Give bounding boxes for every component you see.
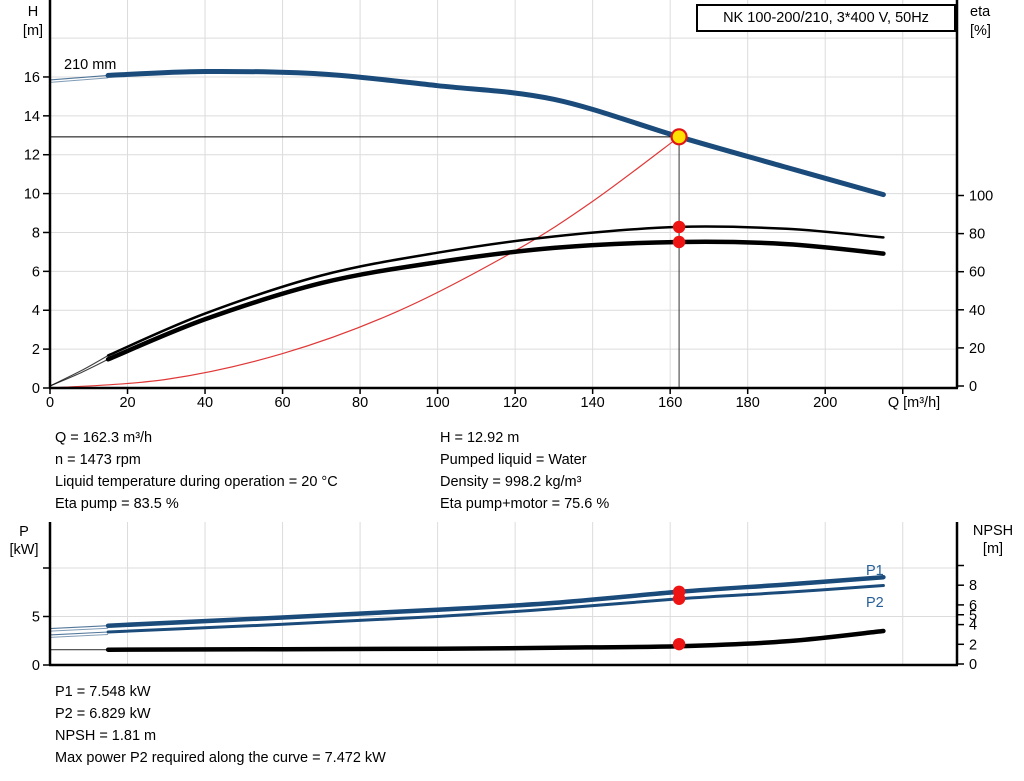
- axes: [48, 0, 959, 667]
- eta-pump-motor-curve: [105, 239, 886, 362]
- system-curve: [49, 136, 680, 389]
- flow-value: Q = 162.3 m³/h: [55, 430, 153, 446]
- eta-pump-value: Eta pump = 83.5 %: [55, 496, 179, 512]
- speed-value: n = 1473 rpm: [55, 452, 141, 468]
- h-tick-label: 10: [24, 187, 40, 203]
- h-tick-label: 4: [32, 303, 40, 319]
- head-curve-210mm-thin2: [49, 77, 109, 83]
- p-axis-label: P: [19, 524, 29, 540]
- h-tick-label: 16: [24, 70, 40, 86]
- h-axis-label: H: [28, 4, 38, 20]
- pump-title: NK 100-200/210, 3*400 V, 50Hz: [723, 10, 929, 26]
- h-tick-label: 14: [24, 109, 40, 125]
- max-power-value: Max power P2 required along the curve = …: [55, 750, 386, 766]
- p1-value: P1 = 7.548 kW: [55, 684, 151, 700]
- head-curve-210mm-thin: [49, 74, 109, 81]
- p2-value: P2 = 6.829 kW: [55, 706, 151, 722]
- q-tick-label: 0: [46, 395, 54, 411]
- npsh-value: NPSH = 1.81 m: [55, 728, 157, 744]
- eta-pump-motor-value: Eta pump+motor = 75.6 %: [440, 496, 610, 512]
- q-tick-label: 60: [274, 395, 290, 411]
- npsh-tick-label: 5: [969, 608, 977, 624]
- pump-title-box: NK 100-200/210, 3*400 V, 50Hz: [696, 4, 956, 32]
- q-tick-label: 80: [352, 395, 368, 411]
- h-tick-label: 12: [24, 148, 40, 164]
- q-tick-label: 140: [581, 395, 605, 411]
- h-tick-label: 0: [32, 381, 40, 397]
- gridlines: [50, 0, 957, 665]
- eta-pump-motor-curve-thin: [49, 358, 109, 387]
- h-tick-label: 8: [32, 225, 40, 241]
- liquid-temperature-value: Liquid temperature during operation = 20…: [55, 474, 338, 490]
- eta-tick-label: 80: [969, 227, 985, 243]
- q-tick-label: 180: [736, 395, 760, 411]
- head-value: H = 12.92 m: [440, 430, 520, 446]
- eta-pump-curve: [106, 225, 885, 357]
- q-tick-label: 120: [503, 395, 527, 411]
- h-tick-label: 2: [32, 342, 40, 358]
- p2-curve-thin: [49, 631, 109, 636]
- npsh-curve: [105, 628, 886, 652]
- npsh-axis-unit: [m]: [983, 541, 1003, 557]
- q-tick-label: 160: [658, 395, 682, 411]
- h-axis-unit: [m]: [23, 23, 43, 39]
- duty-point-marker[interactable]: [670, 128, 688, 146]
- p1-curve-thin: [49, 625, 109, 630]
- impeller-diameter-label: 210 mm: [64, 57, 116, 73]
- p-axis-unit: [kW]: [10, 542, 39, 558]
- p1-curve: [105, 574, 886, 628]
- hq-chart-curves: [49, 68, 886, 389]
- npsh-tick-label: 6: [969, 598, 977, 614]
- p-tick-label: 0: [32, 658, 40, 674]
- npsh-tick-label: 4: [969, 618, 977, 634]
- npsh-tick-label: 0: [969, 657, 977, 673]
- power-npsh-chart-curves: [49, 574, 886, 652]
- p2-curve-label: P2: [866, 595, 884, 611]
- head-curve-210mm: [105, 68, 886, 198]
- p-tick-label: 5: [32, 610, 40, 626]
- npsh-tick-label: 8: [969, 578, 977, 594]
- npsh-dot: [672, 637, 686, 651]
- p1-curve-thin2: [49, 627, 109, 632]
- axis-titles: H [m] eta [%] Q [m³/h] P [kW] NPSH [m] 210 mm P1 P2: [10, 4, 1014, 611]
- pumped-liquid-value: Pumped liquid = Water: [440, 452, 587, 468]
- eta-pump-curve-thin: [49, 355, 109, 387]
- p2-curve: [106, 584, 885, 634]
- p1-curve-label: P1: [866, 563, 884, 579]
- eta-axis-label: eta: [970, 4, 991, 20]
- duty-point-markers: [670, 128, 688, 651]
- h-tick-label: 6: [32, 264, 40, 280]
- eta-tick-label: 20: [969, 341, 985, 357]
- eta-tick-label: 100: [969, 189, 993, 205]
- q-tick-label: 100: [426, 395, 450, 411]
- eta-tick-label: 40: [969, 303, 985, 319]
- eta-axis-unit: [%]: [970, 23, 991, 39]
- eta-tick-label: 60: [969, 265, 985, 281]
- q-tick-label: 40: [197, 395, 213, 411]
- duty-reference-lines: [50, 136, 680, 388]
- duty-data-right-column: H = 12.92 m Pumped liquid = Water Densit…: [440, 427, 609, 515]
- q-tick-label: 20: [119, 395, 135, 411]
- q-axis-label: Q [m³/h]: [888, 395, 940, 411]
- npsh-tick-label: 2: [969, 637, 977, 653]
- power-data-column: P1 = 7.548 kW P2 = 6.829 kW NPSH = 1.81 …: [55, 681, 386, 769]
- p2-curve-thin2: [49, 634, 109, 638]
- p2-dot: [672, 592, 686, 605]
- eta-pump-dot: [672, 220, 686, 234]
- eta-tick-label: 0: [969, 379, 977, 395]
- q-tick-label: 200: [813, 395, 837, 411]
- eta-pump-motor-dot: [672, 235, 686, 249]
- density-value: Density = 998.2 kg/m³: [440, 474, 582, 490]
- duty-data-left-column: Q = 162.3 m³/h n = 1473 rpm Liquid tempe…: [55, 427, 338, 515]
- npsh-axis-label: NPSH: [973, 523, 1013, 539]
